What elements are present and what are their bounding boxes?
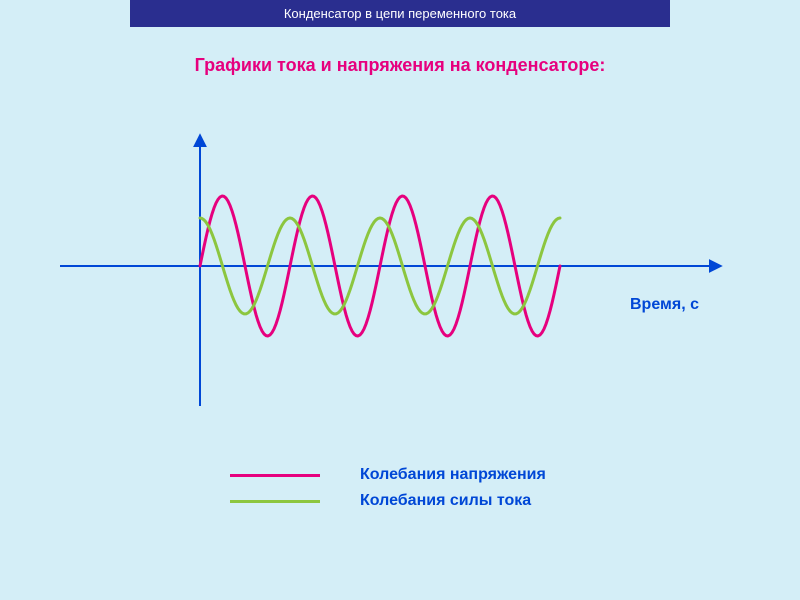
header-bar: Конденсатор в цепи переменного тока xyxy=(130,0,670,27)
legend-row-current: Колебания силы тока xyxy=(230,492,800,510)
legend-swatch-current xyxy=(230,500,320,503)
chart-area: Время, с xyxy=(0,116,800,456)
legend-label-current: Колебания силы тока xyxy=(360,492,531,510)
legend-row-voltage: Колебания напряжения xyxy=(230,466,800,484)
x-axis-label: Время, с xyxy=(630,296,699,314)
chart-svg xyxy=(0,116,800,456)
page-title: Графики тока и напряжения на конденсатор… xyxy=(0,55,800,76)
legend-swatch-voltage xyxy=(230,474,320,477)
legend-label-voltage: Колебания напряжения xyxy=(360,466,546,484)
legend: Колебания напряжения Колебания силы тока xyxy=(230,466,800,510)
header-text: Конденсатор в цепи переменного тока xyxy=(284,6,516,21)
